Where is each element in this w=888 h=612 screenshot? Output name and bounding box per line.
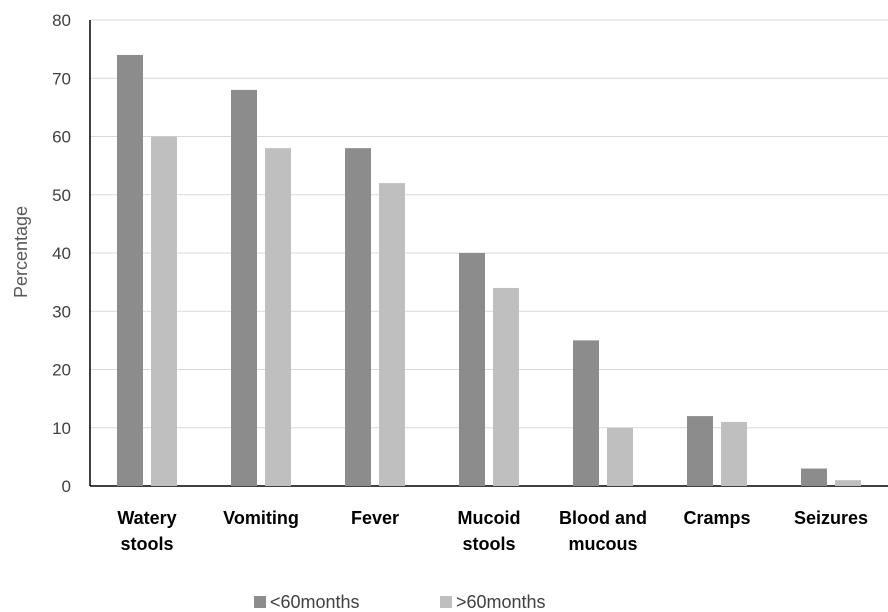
y-tick-label: 30 bbox=[52, 302, 71, 321]
bar-lt60 bbox=[573, 340, 599, 486]
legend-label-lt60: <60months bbox=[270, 592, 360, 612]
bar-gt60 bbox=[493, 287, 519, 486]
gridlines bbox=[90, 19, 888, 429]
y-tick-label: 50 bbox=[52, 186, 71, 205]
bar-lt60 bbox=[459, 253, 485, 486]
legend-swatch-gt60 bbox=[440, 596, 452, 608]
bar-gt60 bbox=[151, 136, 177, 486]
bar-lt60 bbox=[687, 416, 713, 486]
bars bbox=[117, 54, 861, 487]
x-category-label: Seizures bbox=[794, 508, 868, 528]
y-tick-label: 0 bbox=[62, 477, 71, 496]
legend-label-gt60: >60months bbox=[456, 592, 546, 612]
category-labels: Watery stools Vomiting Fever Mucoid stools Blo… bbox=[117, 508, 868, 554]
y-tick-label: 40 bbox=[52, 244, 71, 263]
x-category-label: Cramps bbox=[683, 508, 750, 528]
x-category-label: Fever bbox=[351, 508, 399, 528]
legend: <60months >60months bbox=[254, 592, 546, 612]
bar-gt60 bbox=[265, 148, 291, 486]
legend-swatch-lt60 bbox=[254, 596, 266, 608]
x-category-label: Mucoid bbox=[458, 508, 521, 528]
y-tick-label: 60 bbox=[52, 128, 71, 147]
y-tick-label: 10 bbox=[52, 419, 71, 438]
y-axis-label: Percentage bbox=[11, 206, 31, 298]
x-category-label: Blood and bbox=[559, 508, 647, 528]
y-tick-label: 80 bbox=[52, 11, 71, 30]
bar-lt60 bbox=[117, 54, 143, 486]
x-category-label: Watery bbox=[117, 508, 176, 528]
x-category-label: Vomiting bbox=[223, 508, 299, 528]
bar-gt60 bbox=[607, 427, 633, 486]
x-category-label: stools bbox=[120, 534, 173, 554]
x-category-label: stools bbox=[462, 534, 515, 554]
bar-lt60 bbox=[801, 468, 827, 486]
bar-lt60 bbox=[345, 148, 371, 486]
y-tick-label: 20 bbox=[52, 361, 71, 380]
y-tick-label: 70 bbox=[52, 69, 71, 88]
bar-lt60 bbox=[231, 89, 257, 487]
x-category-label: mucous bbox=[568, 534, 637, 554]
bar-gt60 bbox=[721, 421, 747, 486]
y-axis-ticks: 0 10 20 30 40 50 60 70 80 bbox=[52, 11, 71, 496]
bar-gt60 bbox=[379, 183, 405, 486]
bar-gt60 bbox=[835, 480, 861, 486]
